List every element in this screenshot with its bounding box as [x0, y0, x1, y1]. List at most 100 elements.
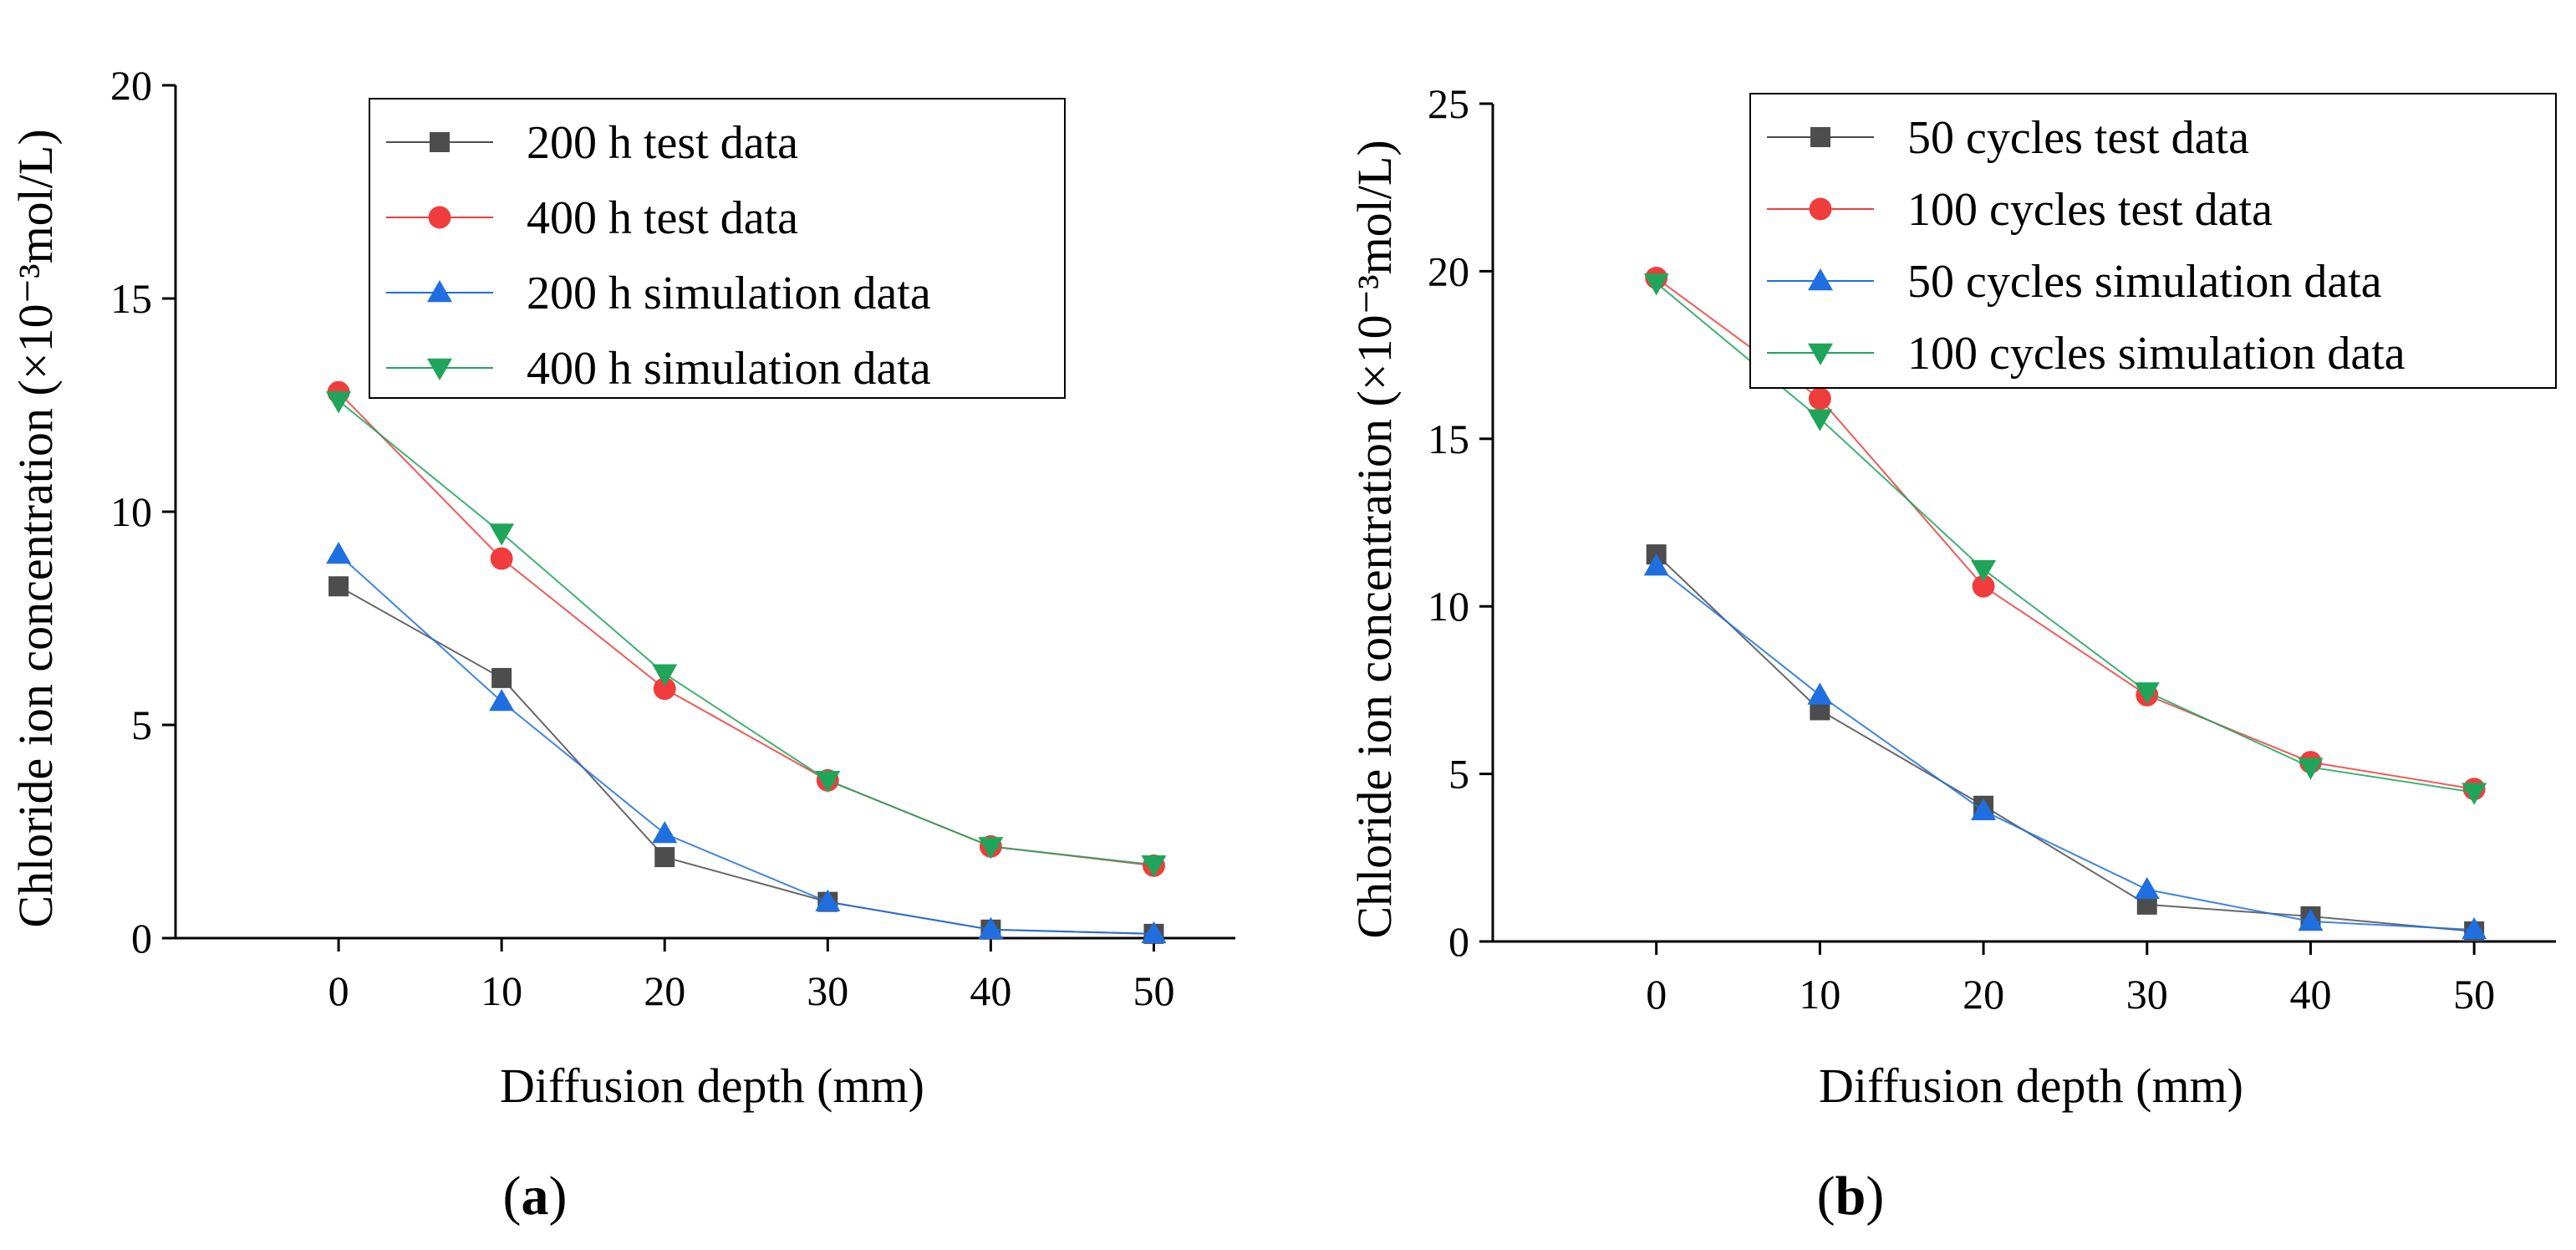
data-point — [489, 523, 515, 546]
x-tick-label: 40 — [2289, 971, 2331, 1018]
legend-marker — [428, 206, 451, 229]
legend-marker — [427, 280, 452, 303]
y-tick-label: 5 — [1448, 751, 1469, 798]
series-0 — [1646, 544, 2485, 941]
legend-label: 50 cycles simulation data — [1907, 256, 2382, 308]
legend-marker — [427, 358, 452, 380]
data-point — [2461, 783, 2487, 805]
panel-label-letter: b — [1835, 1166, 1866, 1227]
data-point — [1643, 273, 1669, 296]
series-3 — [1643, 273, 2487, 805]
chart-panel-a: 0 5 10 15 20 0 10 20 30 40 50 Diffusion depth (mm) C… — [8, 62, 1235, 1227]
y-tick-label: 10 — [1428, 583, 1469, 630]
legend-label: 200 h simulation data — [527, 268, 931, 319]
data-point — [978, 837, 1004, 860]
series-2 — [326, 542, 1167, 944]
legend-label: 100 cycles simulation data — [1907, 328, 2405, 380]
series-2 — [1643, 554, 2487, 940]
legend-box — [369, 98, 1066, 399]
data-point — [1971, 798, 1997, 820]
data-point — [328, 576, 349, 597]
legend-box — [1749, 93, 2557, 389]
series-1 — [327, 380, 1165, 877]
panel-label: (a) — [503, 1166, 568, 1227]
x-axis-title: Diffusion depth (mm) — [1819, 1059, 2243, 1113]
x-tick-label: 30 — [807, 967, 848, 1014]
legend: 200 h test data 400 h test data 200 h simu… — [369, 98, 1066, 399]
y-tick-label: 15 — [110, 275, 152, 322]
y-tick-label: 5 — [131, 702, 152, 748]
data-point — [1808, 387, 1831, 411]
data-point — [489, 688, 515, 712]
data-point — [326, 391, 352, 414]
series-line — [338, 585, 1154, 935]
x-tick-label: 40 — [970, 967, 1011, 1014]
legend: 50 cycles test data 100 cycles test data 5… — [1749, 93, 2557, 389]
y-tick-label: 20 — [1428, 247, 1469, 294]
x-tick-label: 20 — [644, 967, 685, 1014]
panel-label-close: ) — [549, 1166, 568, 1227]
legend-label: 200 h test data — [527, 117, 798, 169]
data-point — [653, 677, 676, 701]
panel-label-open: ( — [503, 1166, 522, 1227]
data-point — [326, 542, 352, 564]
data-point — [1807, 409, 1833, 431]
data-point — [654, 847, 675, 868]
series-0 — [328, 576, 1164, 944]
data-point — [815, 889, 841, 911]
x-tick-label: 10 — [1799, 971, 1840, 1018]
legend-label: 400 h test data — [527, 192, 798, 244]
y-axis-title: Chloride ion concentration (×10⁻³mol/L) — [1347, 140, 1402, 938]
panel-label-open: ( — [1817, 1166, 1835, 1227]
y-tick-label: 20 — [110, 62, 152, 109]
y-tick-label: 0 — [1448, 918, 1469, 965]
series-line — [338, 400, 1154, 866]
series-line — [338, 391, 1154, 867]
x-tick-label: 50 — [2453, 971, 2495, 1018]
series-3 — [326, 391, 1167, 878]
y-tick-label: 10 — [110, 488, 152, 535]
legend-marker — [1809, 197, 1832, 221]
legend-label: 400 h simulation data — [527, 343, 931, 395]
series-line — [1656, 282, 2475, 793]
x-tick-label: 50 — [1133, 967, 1174, 1014]
data-point — [652, 664, 678, 686]
legend-label: 100 cycles test data — [1907, 184, 2273, 236]
x-tick-label: 0 — [328, 967, 349, 1014]
chart-panel-b: 0 5 10 15 20 25 0 10 20 30 40 50 Diffusion depth (mm… — [1347, 80, 2557, 1227]
data-point — [2134, 682, 2160, 705]
data-point — [1972, 574, 1995, 598]
series-line — [1656, 565, 2475, 931]
panel-label-letter: a — [522, 1166, 549, 1227]
series-line — [1656, 554, 2475, 932]
legend-marker — [1808, 268, 1833, 291]
data-point — [815, 771, 841, 793]
data-point — [652, 821, 678, 844]
data-point — [1971, 559, 1997, 583]
panel-label: (b) — [1817, 1166, 1885, 1227]
data-point — [1141, 855, 1167, 878]
panel-label-close: ) — [1866, 1166, 1884, 1227]
x-tick-label: 0 — [1646, 971, 1667, 1018]
series-line — [338, 554, 1154, 935]
x-tick-label: 10 — [481, 967, 522, 1014]
data-point — [978, 916, 1004, 940]
x-tick-label: 20 — [1963, 971, 2004, 1018]
data-point — [490, 547, 513, 570]
y-tick-label: 15 — [1428, 416, 1469, 462]
legend-marker — [1810, 127, 1830, 147]
data-point — [2461, 916, 2487, 940]
y-tick-label: 0 — [131, 915, 152, 962]
data-point — [1643, 554, 1669, 576]
legend-label: 50 cycles test data — [1907, 112, 2249, 164]
legend-marker — [1808, 343, 1833, 365]
data-point — [1807, 682, 1833, 705]
x-tick-label: 30 — [2126, 971, 2168, 1018]
legend-marker — [430, 132, 450, 152]
data-point — [1141, 921, 1167, 944]
data-point — [2134, 876, 2160, 900]
data-point — [491, 667, 512, 688]
y-axis-title: Chloride ion concentration (×10⁻³mol/L) — [8, 129, 63, 927]
y-tick-label: 25 — [1428, 80, 1469, 127]
